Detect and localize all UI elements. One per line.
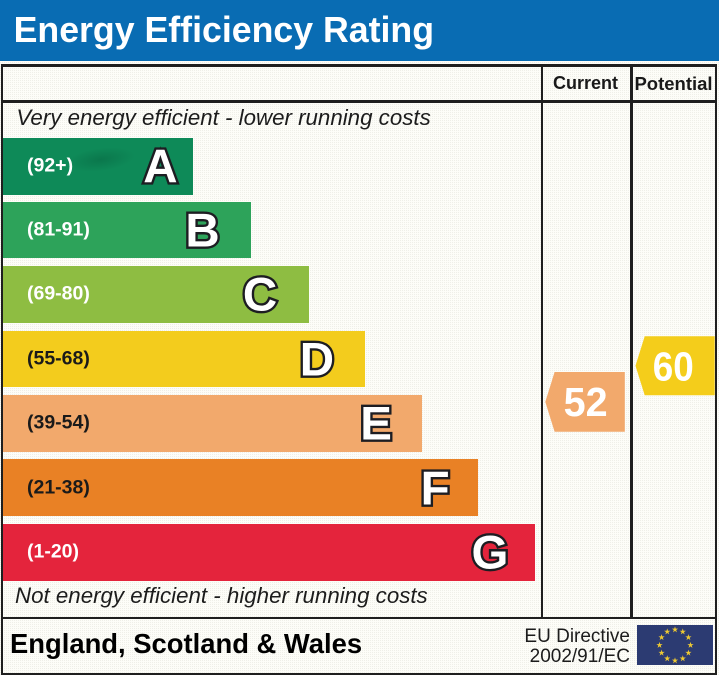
- svg-text:52: 52: [564, 379, 608, 425]
- svg-text:60: 60: [653, 344, 694, 390]
